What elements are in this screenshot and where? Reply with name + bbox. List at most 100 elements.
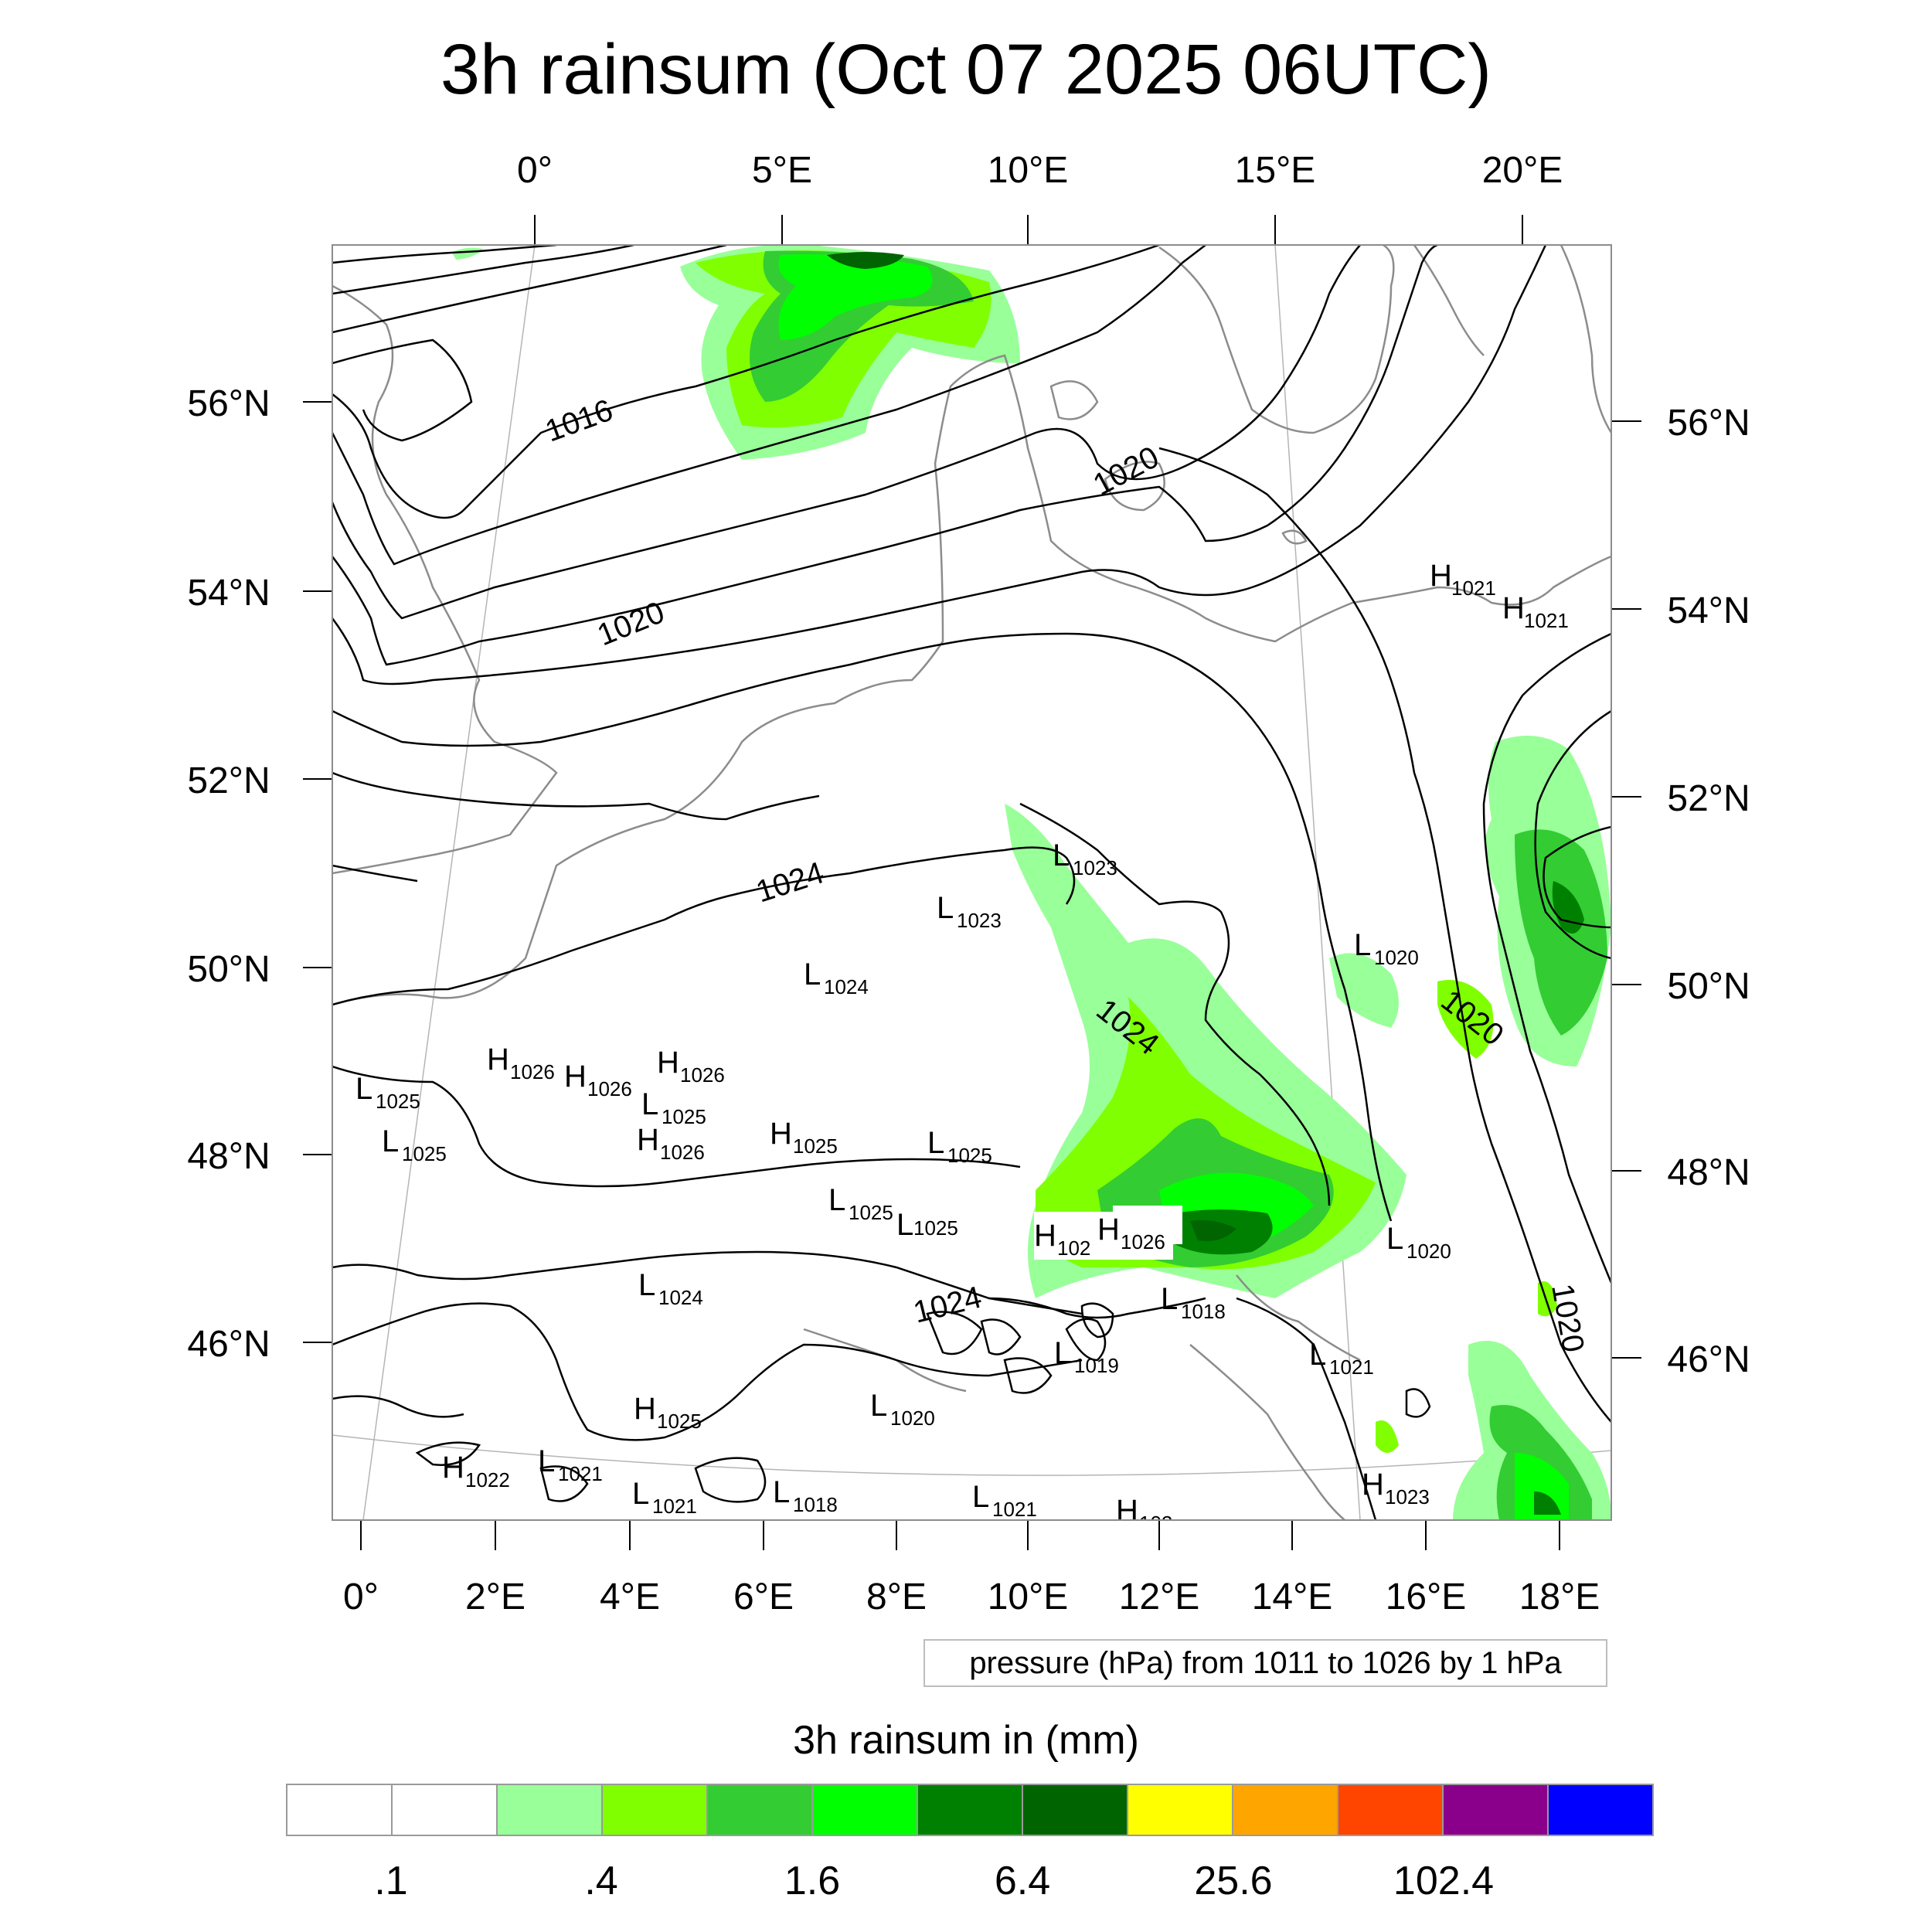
pressure-center: L 1021 xyxy=(538,1444,603,1485)
pressure-center: H 1025 xyxy=(634,1392,702,1433)
colorbar-label: 1.6 xyxy=(784,1859,841,1903)
svg-text:H: H xyxy=(1097,1213,1120,1247)
svg-text:L: L xyxy=(355,1072,372,1106)
left-lat-label: 52°N xyxy=(187,760,270,801)
pressure-center: L 1024 xyxy=(638,1268,703,1309)
svg-text:L: L xyxy=(1386,1222,1403,1256)
svg-text:L: L xyxy=(896,1208,913,1242)
left-lat-label: 54°N xyxy=(187,573,270,614)
pressure-legend-note: pressure (hPa) from 1011 to 1026 by 1 hP… xyxy=(923,1639,1607,1687)
top-lon-label: 5°E xyxy=(752,150,812,191)
svg-text:L: L xyxy=(641,1087,658,1121)
top-lon-label: 20°E xyxy=(1482,150,1563,191)
pressure-center: L 1018 xyxy=(773,1475,838,1516)
bottom-lon-label: 8°E xyxy=(866,1577,927,1617)
svg-text:1025: 1025 xyxy=(947,1144,992,1167)
bottom-lon-label: 6°E xyxy=(733,1577,794,1617)
coastlines xyxy=(332,245,1611,1520)
colorbar-bin xyxy=(1549,1785,1652,1835)
svg-text:H: H xyxy=(1362,1468,1384,1502)
top-lon-label: 15°E xyxy=(1235,150,1316,191)
colorbar-bin xyxy=(1233,1785,1338,1835)
svg-text:1025: 1025 xyxy=(376,1090,420,1113)
svg-text:H: H xyxy=(634,1392,656,1426)
svg-text:1024: 1024 xyxy=(824,975,869,998)
svg-text:L: L xyxy=(773,1475,790,1509)
top-lon-label: 0° xyxy=(517,150,553,191)
right-lat-label: 46°N xyxy=(1667,1339,1750,1380)
pressure-center: L 1023 xyxy=(1053,838,1117,879)
colorbar-bin xyxy=(813,1785,918,1835)
svg-text:L: L xyxy=(382,1124,399,1158)
pressure-center: H 1025 xyxy=(770,1117,838,1158)
svg-text:1022: 1022 xyxy=(465,1468,510,1492)
bottom-lon-label: 10°E xyxy=(988,1577,1069,1617)
svg-text:1023: 1023 xyxy=(1385,1485,1430,1509)
right-lat-label: 50°N xyxy=(1667,966,1750,1007)
svg-text:L: L xyxy=(1309,1338,1326,1372)
right-lat-label: 48°N xyxy=(1667,1152,1750,1193)
colorbar-bin xyxy=(708,1785,813,1835)
svg-text:1024: 1024 xyxy=(658,1286,703,1309)
pressure-center: H 1022 xyxy=(442,1451,510,1492)
top-lon-label: 10°E xyxy=(988,150,1069,191)
svg-text:1023: 1023 xyxy=(1073,856,1117,879)
svg-text:1026: 1026 xyxy=(1121,1230,1165,1253)
pressure-center: H 1026 xyxy=(657,1046,725,1087)
pressure-center: L 1019 xyxy=(1054,1336,1119,1377)
svg-text:H: H xyxy=(770,1117,792,1151)
pressure-center: L 1025 xyxy=(828,1183,893,1224)
svg-text:1025: 1025 xyxy=(657,1410,702,1433)
svg-text:1025: 1025 xyxy=(662,1105,706,1128)
svg-text:1021: 1021 xyxy=(1524,609,1569,632)
bottom-lon-label: 12°E xyxy=(1119,1577,1200,1617)
isobar-label: 1024 xyxy=(752,855,828,909)
map-frame xyxy=(332,244,1612,1521)
pressure-center: L 1025 xyxy=(382,1124,447,1165)
right-lat-label: 54°N xyxy=(1667,590,1750,631)
left-lat-label: 46°N xyxy=(187,1324,270,1365)
colorbar-bin xyxy=(603,1785,708,1835)
pressure-center: H 102 xyxy=(1116,1494,1172,1535)
axis-ticks xyxy=(303,215,1641,1550)
colorbar-bin xyxy=(1128,1785,1233,1835)
svg-text:H: H xyxy=(564,1060,587,1094)
pressure-centers: H 1021 H 1021 L 1023 L 1023 L 1020 L 1024 H 102… xyxy=(355,559,1569,1535)
pressure-center: L 1021 xyxy=(972,1480,1037,1520)
pressure-center: L 1020 xyxy=(870,1389,935,1430)
bottom-lon-label: 4°E xyxy=(600,1577,660,1617)
colorbar-bin xyxy=(393,1785,498,1835)
right-lat-label: 52°N xyxy=(1667,778,1750,819)
svg-text:L: L xyxy=(632,1477,649,1511)
map-title: 3h rainsum (Oct 07 2025 06UTC) xyxy=(440,30,1492,109)
svg-text:L: L xyxy=(927,1126,944,1160)
colorbar-title: 3h rainsum in (mm) xyxy=(793,1718,1139,1763)
svg-text:L: L xyxy=(937,891,954,925)
svg-text:L: L xyxy=(1054,1336,1071,1370)
pressure-center: L 1021 xyxy=(1309,1338,1374,1379)
svg-text:102: 102 xyxy=(1139,1512,1172,1535)
isobars xyxy=(332,245,1611,1520)
bottom-lon-label: 16°E xyxy=(1386,1577,1467,1617)
svg-text:1025: 1025 xyxy=(402,1142,447,1165)
svg-text:1020: 1020 xyxy=(890,1406,935,1430)
pressure-center: L 1023 xyxy=(937,891,1002,932)
svg-text:1021: 1021 xyxy=(652,1495,697,1518)
colorbar-label: 6.4 xyxy=(994,1859,1051,1903)
svg-text:1025: 1025 xyxy=(913,1216,958,1240)
svg-text:1026: 1026 xyxy=(680,1063,725,1087)
svg-text:H: H xyxy=(487,1043,509,1077)
svg-text:1018: 1018 xyxy=(1181,1300,1226,1323)
colorbar-bin xyxy=(498,1785,603,1835)
bottom-lon-label: 14°E xyxy=(1252,1577,1333,1617)
svg-text:1021: 1021 xyxy=(1329,1355,1374,1379)
svg-text:H: H xyxy=(1430,559,1452,593)
svg-text:L: L xyxy=(1161,1282,1178,1316)
svg-text:1020: 1020 xyxy=(1374,946,1419,969)
svg-text:1021: 1021 xyxy=(558,1462,603,1485)
svg-text:1025: 1025 xyxy=(793,1134,838,1158)
bottom-lon-label: 0° xyxy=(343,1577,379,1617)
pressure-center: H 1026 xyxy=(637,1123,705,1164)
svg-text:L: L xyxy=(538,1444,555,1478)
